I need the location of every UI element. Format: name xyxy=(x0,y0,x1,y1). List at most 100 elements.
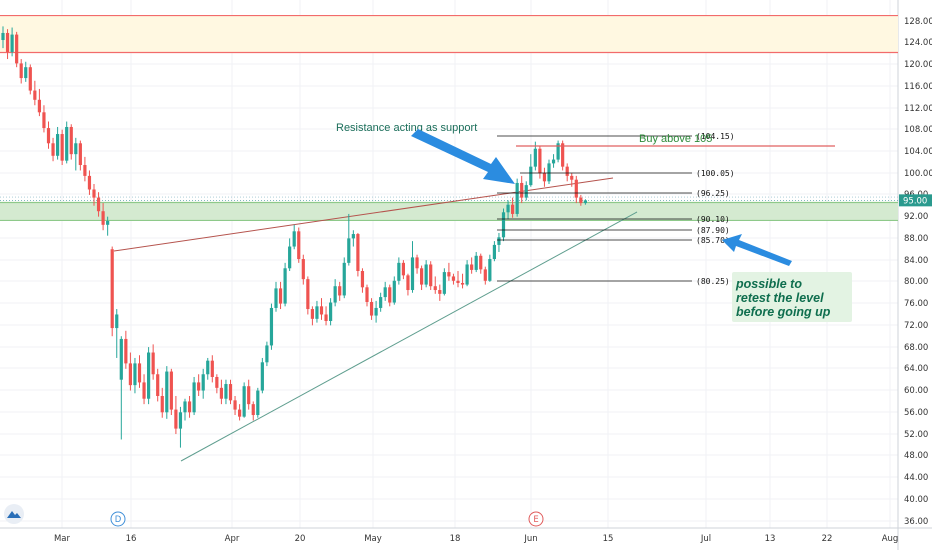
candle-body xyxy=(137,363,142,383)
candle-body xyxy=(501,212,506,238)
y-tick-label: 40.00 xyxy=(904,495,928,505)
lower-trend-line xyxy=(180,211,638,462)
candle-body xyxy=(197,382,201,391)
candle-body xyxy=(565,166,569,176)
candle-body xyxy=(187,401,192,413)
candle-body xyxy=(492,244,496,260)
fib-level-label: (90.10) xyxy=(696,215,730,224)
side-note-line: retest the level xyxy=(736,291,824,305)
candle-body xyxy=(178,412,183,429)
candle-body xyxy=(124,338,128,364)
candle-body xyxy=(483,269,487,281)
candle-body xyxy=(547,163,551,182)
candle-body xyxy=(429,264,433,287)
candle-body xyxy=(147,352,151,399)
candle-body xyxy=(183,401,187,413)
candle-body xyxy=(119,338,123,380)
candle-body xyxy=(488,259,492,281)
candle-body xyxy=(78,143,82,166)
candle-body xyxy=(42,112,46,129)
candle-body xyxy=(538,148,542,174)
candle-body xyxy=(315,306,319,319)
candle-body xyxy=(365,287,369,302)
candle-body xyxy=(306,279,310,310)
candle-body xyxy=(533,148,537,167)
candle-body xyxy=(388,287,392,303)
candle-body xyxy=(479,255,483,270)
y-tick-label: 128.00 xyxy=(904,17,932,27)
event-marker-label: D xyxy=(115,515,122,525)
x-tick-label: May xyxy=(364,534,382,544)
y-tick-label: 104.00 xyxy=(904,147,932,157)
event-marker xyxy=(528,511,544,527)
candle-body xyxy=(5,32,10,52)
candle-body xyxy=(65,126,69,161)
candle-body xyxy=(383,287,387,298)
x-tick-label: 13 xyxy=(765,534,776,544)
candle-body xyxy=(96,197,101,212)
candle-body xyxy=(219,387,223,399)
candle-body xyxy=(406,275,410,291)
candle-body xyxy=(465,264,469,285)
resistance-note: Resistance acting as support xyxy=(336,122,477,134)
candle-body xyxy=(256,390,260,416)
candle-body xyxy=(160,396,164,413)
candle-body xyxy=(242,386,246,417)
candle-body xyxy=(228,384,233,401)
y-tick-label: 60.00 xyxy=(904,386,928,396)
candle-body xyxy=(201,374,205,391)
candle-body xyxy=(101,211,105,225)
candle-body xyxy=(251,404,255,416)
fib-level-label: (87.90) xyxy=(696,226,730,235)
y-tick-label: 80.00 xyxy=(904,277,928,287)
candle-body xyxy=(283,268,287,304)
y-tick-label: 44.00 xyxy=(904,473,928,483)
candle-body xyxy=(574,179,578,198)
candle-body xyxy=(174,409,178,429)
candle-body xyxy=(360,271,365,288)
y-tick-label: 108.00 xyxy=(904,125,932,135)
candle-body xyxy=(269,307,274,346)
candle-body xyxy=(524,185,528,198)
candle-body xyxy=(292,231,296,247)
candle-body xyxy=(28,67,32,91)
candle-body xyxy=(556,143,560,160)
candle-body xyxy=(410,257,415,291)
x-tick-label: Jun xyxy=(523,534,537,544)
candle-body xyxy=(46,128,51,144)
candle-body xyxy=(265,345,269,363)
y-tick-label: 52.00 xyxy=(904,430,928,440)
candle-body xyxy=(447,272,451,277)
candle-body xyxy=(165,371,169,413)
x-tick-label: 16 xyxy=(126,534,137,544)
y-tick-label: 124.00 xyxy=(904,38,932,48)
x-tick-label: Aug xyxy=(882,534,899,544)
resistance-zone xyxy=(0,15,898,53)
candle-body xyxy=(356,234,360,271)
buy-note: Buy above 105 xyxy=(639,133,712,145)
candle-body xyxy=(474,255,478,270)
candle-body xyxy=(342,262,346,296)
candle-body xyxy=(128,363,132,386)
x-tick-label: Apr xyxy=(225,534,240,544)
candle-body xyxy=(433,286,437,291)
candle-body xyxy=(460,282,465,285)
candle-body xyxy=(24,67,28,79)
y-tick-label: 68.00 xyxy=(904,343,928,353)
candle-body xyxy=(15,34,19,64)
candle-body xyxy=(579,197,583,204)
candle-body xyxy=(288,246,292,269)
support-zone xyxy=(0,202,898,221)
candle-body xyxy=(87,175,92,190)
y-tick-label: 72.00 xyxy=(904,321,928,331)
fib-level-label: (85.70) xyxy=(696,236,730,245)
candle-body xyxy=(169,371,173,410)
fib-level-label: (104.15) xyxy=(696,132,735,141)
candle-body xyxy=(324,314,328,321)
candle-body xyxy=(420,268,424,285)
x-tick-label: 18 xyxy=(450,534,461,544)
candle-body xyxy=(224,384,228,399)
logo-mark-icon xyxy=(7,511,21,518)
